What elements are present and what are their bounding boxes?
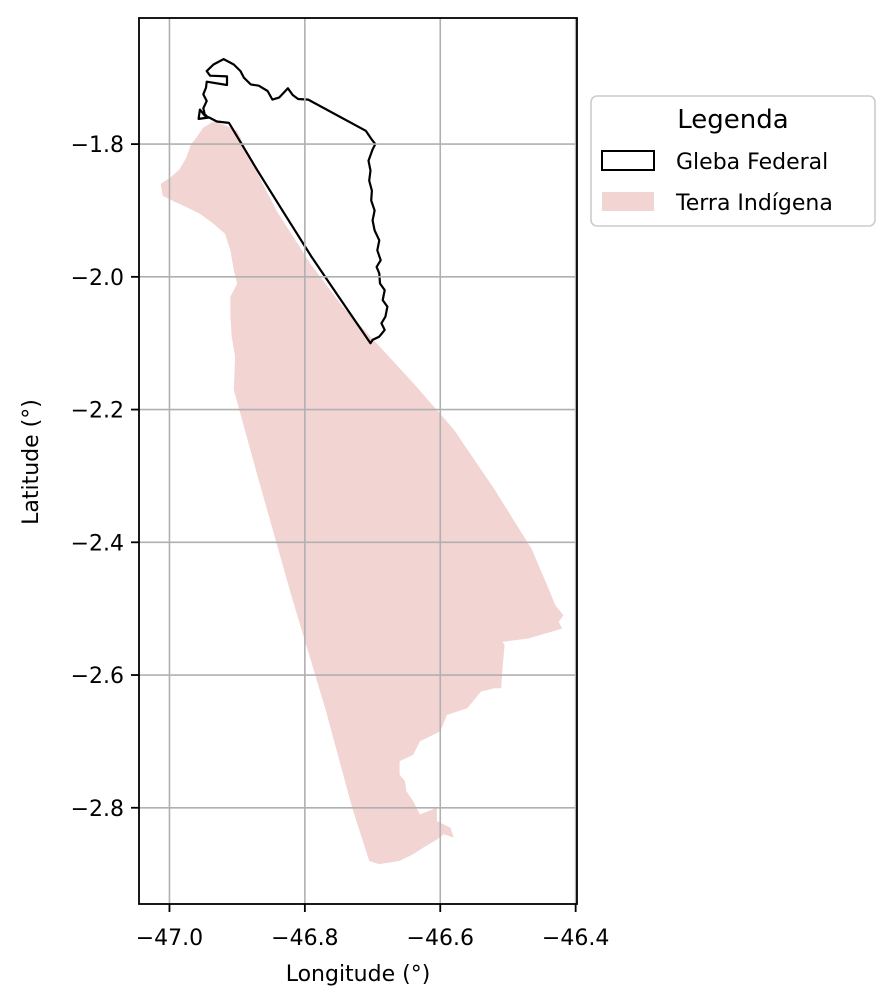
y-tick-label: −1.8	[71, 133, 124, 158]
y-tick-label: −2.0	[71, 266, 124, 291]
y-tick-label: −2.4	[71, 531, 124, 556]
plot-area	[138, 17, 578, 905]
legend-title: Legenda	[677, 105, 788, 135]
x-tick-label: −46.6	[407, 926, 474, 951]
x-axis: −47.0 −46.8 −46.6 −46.4	[136, 904, 609, 951]
legend-frame	[590, 95, 876, 227]
layer-gleba-federal	[197, 57, 389, 345]
legend: Legenda Gleba Federal Terra Indígena	[590, 95, 876, 227]
legend-swatch-gleba-federal	[601, 150, 655, 171]
y-tick-label: −2.6	[71, 664, 124, 689]
plot-frame	[138, 17, 578, 905]
map-layers	[160, 57, 564, 865]
y-tick-label: −2.2	[71, 399, 124, 424]
x-tick-label: −46.4	[542, 926, 609, 951]
y-axis-label: Latitude (°)	[19, 399, 44, 525]
legend-label-gleba-federal: Gleba Federal	[676, 150, 828, 175]
y-axis: −1.8 −2.0 −2.2 −2.4 −2.6 −2.8	[71, 133, 139, 822]
x-tick-label: −47.0	[136, 926, 203, 951]
x-axis-label: Longitude (°)	[286, 962, 431, 987]
grid-lines	[139, 18, 577, 904]
x-tick-label: −46.8	[271, 926, 338, 951]
legend-swatch-terra-indigena	[602, 192, 654, 211]
layer-terra-indigena	[160, 120, 564, 865]
legend-label-terra-indigena: Terra Indígena	[675, 191, 833, 216]
y-tick-label: −2.8	[71, 797, 124, 822]
